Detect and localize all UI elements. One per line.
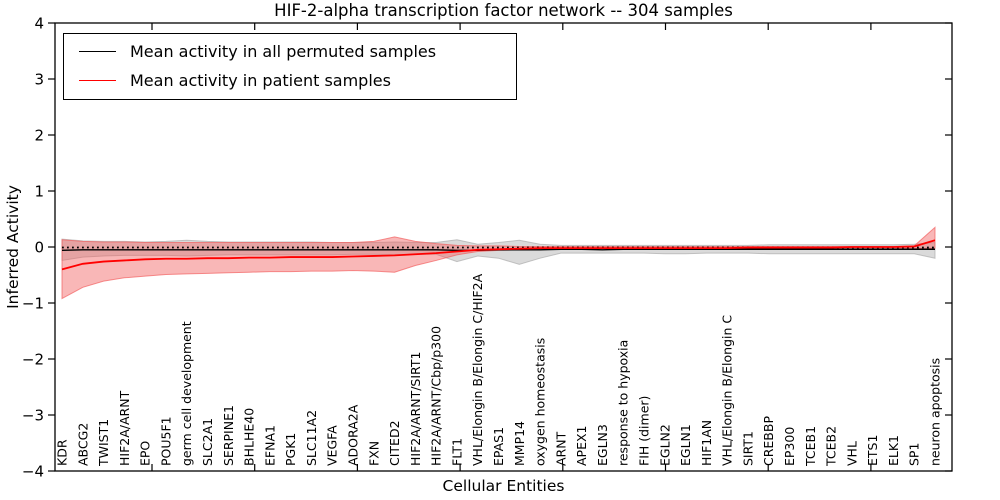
x-tick-label: TCEB1 bbox=[803, 426, 818, 467]
x-tick-label: neuron apoptosis bbox=[928, 358, 943, 466]
y-tick-label: 0 bbox=[34, 239, 44, 257]
y-tick-label: −2 bbox=[22, 351, 44, 369]
x-tick-label: SIRT1 bbox=[740, 431, 755, 466]
x-axis-title: Cellular Entities bbox=[442, 477, 565, 495]
x-tick-label: EPAS1 bbox=[491, 427, 506, 466]
x-tick-label: ETS1 bbox=[865, 435, 880, 466]
y-tick-label: −3 bbox=[22, 407, 44, 425]
y-tick-label: 1 bbox=[34, 183, 44, 201]
y-tick-label: −4 bbox=[22, 463, 44, 481]
legend-label-permuted: Mean activity in all permuted samples bbox=[130, 42, 437, 61]
y-tick-label: 4 bbox=[34, 15, 44, 33]
legend-label-patient: Mean activity in patient samples bbox=[130, 71, 391, 90]
x-tick-label: EP300 bbox=[782, 427, 797, 466]
y-tick-label: 3 bbox=[34, 71, 44, 89]
patient-mean-line bbox=[61, 239, 936, 271]
x-tick-label: HIF1AN bbox=[699, 420, 714, 466]
legend-item-permuted: Mean activity in all permuted samples bbox=[64, 37, 516, 66]
y-tick-label: 2 bbox=[34, 127, 44, 145]
x-tick-label: SLC2A1 bbox=[200, 418, 215, 466]
x-tick-label: ARNT bbox=[553, 431, 568, 466]
x-tick-label: CREBBP bbox=[761, 416, 776, 466]
y-tick-label: −1 bbox=[22, 295, 44, 313]
x-tick-label: EGLN2 bbox=[657, 424, 672, 466]
x-tick-label: response to hypoxia bbox=[616, 340, 631, 466]
x-tick-label: POU5F1 bbox=[158, 416, 173, 466]
x-tick-label: EPO bbox=[138, 441, 153, 466]
x-tick-label: ELK1 bbox=[886, 435, 901, 466]
x-tick-label: APEX1 bbox=[574, 425, 589, 466]
x-tick-label: EFNA1 bbox=[262, 425, 277, 466]
x-tick-label: TWIST1 bbox=[96, 419, 111, 467]
x-tick-label: ABCG2 bbox=[75, 423, 90, 466]
x-tick-label: BHLHE40 bbox=[242, 408, 257, 466]
x-tick-label: FIH (dimer) bbox=[637, 396, 652, 466]
x-tick-label: VHL bbox=[844, 441, 859, 466]
x-tick-label: EGLN1 bbox=[678, 424, 693, 466]
x-tick-label: VEGFA bbox=[325, 425, 340, 466]
legend: Mean activity in all permuted samples Me… bbox=[63, 33, 517, 100]
x-tick-label: MMP14 bbox=[512, 421, 527, 466]
x-tick-label: HIF2A/ARNT/Cbp/p300 bbox=[429, 326, 444, 466]
x-tick-label: FLT1 bbox=[449, 438, 464, 466]
x-tick-label: VHL/Elongin B/Elongin C/HIF2A bbox=[470, 273, 485, 466]
x-tick-label: HIF2A/ARNT bbox=[117, 390, 132, 466]
x-tick-label: HIF2A/ARNT/SIRT1 bbox=[408, 352, 423, 466]
x-tick-label: FXN bbox=[366, 441, 381, 466]
x-tick-label: germ cell development bbox=[179, 321, 194, 466]
x-tick-label: EGLN3 bbox=[595, 424, 610, 466]
patient-line-swatch bbox=[79, 80, 116, 81]
x-tick-label: oxygen homeostasis bbox=[533, 338, 548, 466]
chart-title: HIF-2-alpha transcription factor network… bbox=[274, 1, 733, 20]
x-tick-label: PGK1 bbox=[283, 433, 298, 466]
x-tick-label: TCEB2 bbox=[824, 426, 839, 467]
x-tick-label: VHL/Elongin B/Elongin C bbox=[720, 315, 735, 466]
x-tick-label: SERPINE1 bbox=[221, 405, 236, 466]
legend-item-patient: Mean activity in patient samples bbox=[64, 66, 516, 95]
permuted-line-swatch bbox=[79, 51, 116, 52]
x-tick-label: ADORA2A bbox=[346, 404, 361, 466]
x-tick-label: SP1 bbox=[907, 443, 922, 466]
red-band bbox=[61, 226, 936, 300]
x-tick-label: SLC11A2 bbox=[304, 410, 319, 466]
x-tick-label: KDR bbox=[55, 439, 70, 466]
x-tick-label: CITED2 bbox=[387, 420, 402, 466]
